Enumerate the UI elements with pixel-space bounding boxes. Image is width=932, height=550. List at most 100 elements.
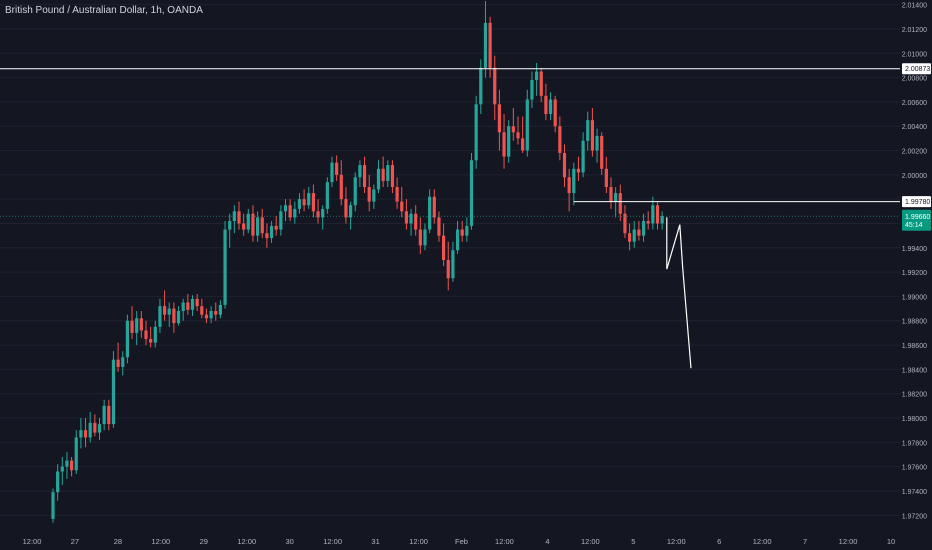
candle-body — [423, 229, 427, 246]
candle-body — [548, 99, 553, 115]
candle — [60, 456, 64, 485]
candle — [111, 351, 116, 428]
candle-body — [521, 138, 525, 151]
candle — [576, 156, 581, 181]
symbol-title: British Pound / Australian Dollar, 1h, O… — [5, 5, 203, 16]
price-levels[interactable] — [0, 68, 900, 217]
resistance-price-badge-label: 2.00873 — [905, 66, 930, 73]
candle-body — [525, 99, 529, 151]
candle — [567, 168, 571, 212]
candle — [590, 107, 594, 157]
candle-body — [139, 318, 143, 331]
candle — [116, 342, 120, 372]
candle-body — [176, 311, 181, 324]
candle — [428, 189, 432, 234]
projection-polyline[interactable] — [666, 217, 692, 369]
candle — [279, 205, 283, 236]
x-tick-label: 5 — [631, 537, 635, 546]
candle-body — [632, 229, 636, 242]
grid-lines — [0, 4, 900, 516]
candle-body — [474, 104, 478, 161]
candle-body — [214, 311, 218, 315]
candle-body — [311, 193, 315, 212]
candle — [432, 189, 436, 224]
candle — [349, 201, 353, 230]
candle — [195, 294, 199, 312]
candle-body — [595, 135, 599, 151]
candle-body — [325, 182, 329, 209]
candle-body — [339, 174, 343, 200]
candle-body — [590, 120, 594, 151]
x-tick-label: 6 — [717, 537, 721, 546]
candle — [395, 177, 399, 209]
y-tick-label: 2.01200 — [902, 27, 927, 34]
projection-line[interactable] — [666, 217, 692, 369]
candle-body — [358, 165, 362, 178]
candle-body — [604, 168, 608, 188]
candle — [97, 418, 102, 440]
x-tick-label: 28 — [114, 537, 122, 546]
candle — [600, 132, 604, 175]
candle-body — [135, 318, 139, 333]
candle — [274, 216, 278, 236]
time-axis[interactable]: 12:00 27 28 12:00 29 12:00 30 12:00 31 12:00 Feb 12… — [23, 537, 896, 546]
candle — [93, 414, 97, 437]
candle-body — [609, 187, 613, 202]
candle-body — [628, 233, 632, 242]
candle — [507, 120, 511, 163]
candle — [83, 418, 88, 448]
candle-body — [646, 221, 650, 224]
x-tick-label: Feb — [455, 537, 468, 546]
candle — [400, 187, 404, 218]
y-tick-label: 1.98600 — [902, 343, 927, 350]
x-tick-label: 7 — [803, 537, 807, 546]
y-tick-label: 1.99400 — [902, 246, 927, 253]
candle-body — [107, 405, 111, 425]
x-tick-label: 10 — [887, 537, 895, 546]
candle-body — [330, 162, 334, 183]
candle — [358, 160, 362, 188]
candle — [242, 213, 246, 236]
candle — [316, 199, 320, 224]
candle-body — [409, 213, 413, 224]
candle — [465, 217, 469, 242]
candle — [144, 320, 148, 346]
candle — [409, 208, 413, 236]
candle-body — [70, 460, 74, 471]
candle-body — [418, 229, 422, 246]
candle-body — [479, 67, 483, 105]
candle-body — [130, 320, 134, 333]
candle-body — [553, 99, 557, 127]
candle-body — [437, 217, 441, 236]
candle-body — [376, 168, 381, 190]
candle-body — [97, 424, 102, 433]
candle — [418, 217, 422, 254]
candle-body — [400, 201, 404, 212]
candle-body — [483, 22, 488, 68]
candle-body — [190, 298, 195, 310]
y-tick-label: 1.99000 — [902, 294, 927, 301]
candle-body — [516, 132, 520, 139]
candle — [56, 464, 60, 501]
candle-body — [390, 165, 395, 188]
candle — [149, 326, 153, 348]
candle-body — [586, 120, 590, 141]
last-price-badge-countdown: 45:14 — [905, 222, 923, 229]
candle-body — [321, 208, 325, 218]
candle — [618, 184, 622, 222]
candle-body — [469, 160, 474, 226]
last-price-badge-bg — [902, 209, 931, 231]
candle — [572, 162, 576, 206]
candle-body — [344, 199, 348, 218]
candle-body — [637, 229, 641, 236]
x-tick-label: 12:00 — [237, 537, 256, 546]
y-tick-label: 1.97600 — [902, 465, 927, 472]
candle-body — [60, 466, 64, 472]
candle-body — [507, 126, 511, 157]
candle — [460, 221, 464, 242]
candle — [511, 107, 515, 141]
candle — [516, 116, 520, 145]
candlestick-series — [51, 1, 664, 523]
